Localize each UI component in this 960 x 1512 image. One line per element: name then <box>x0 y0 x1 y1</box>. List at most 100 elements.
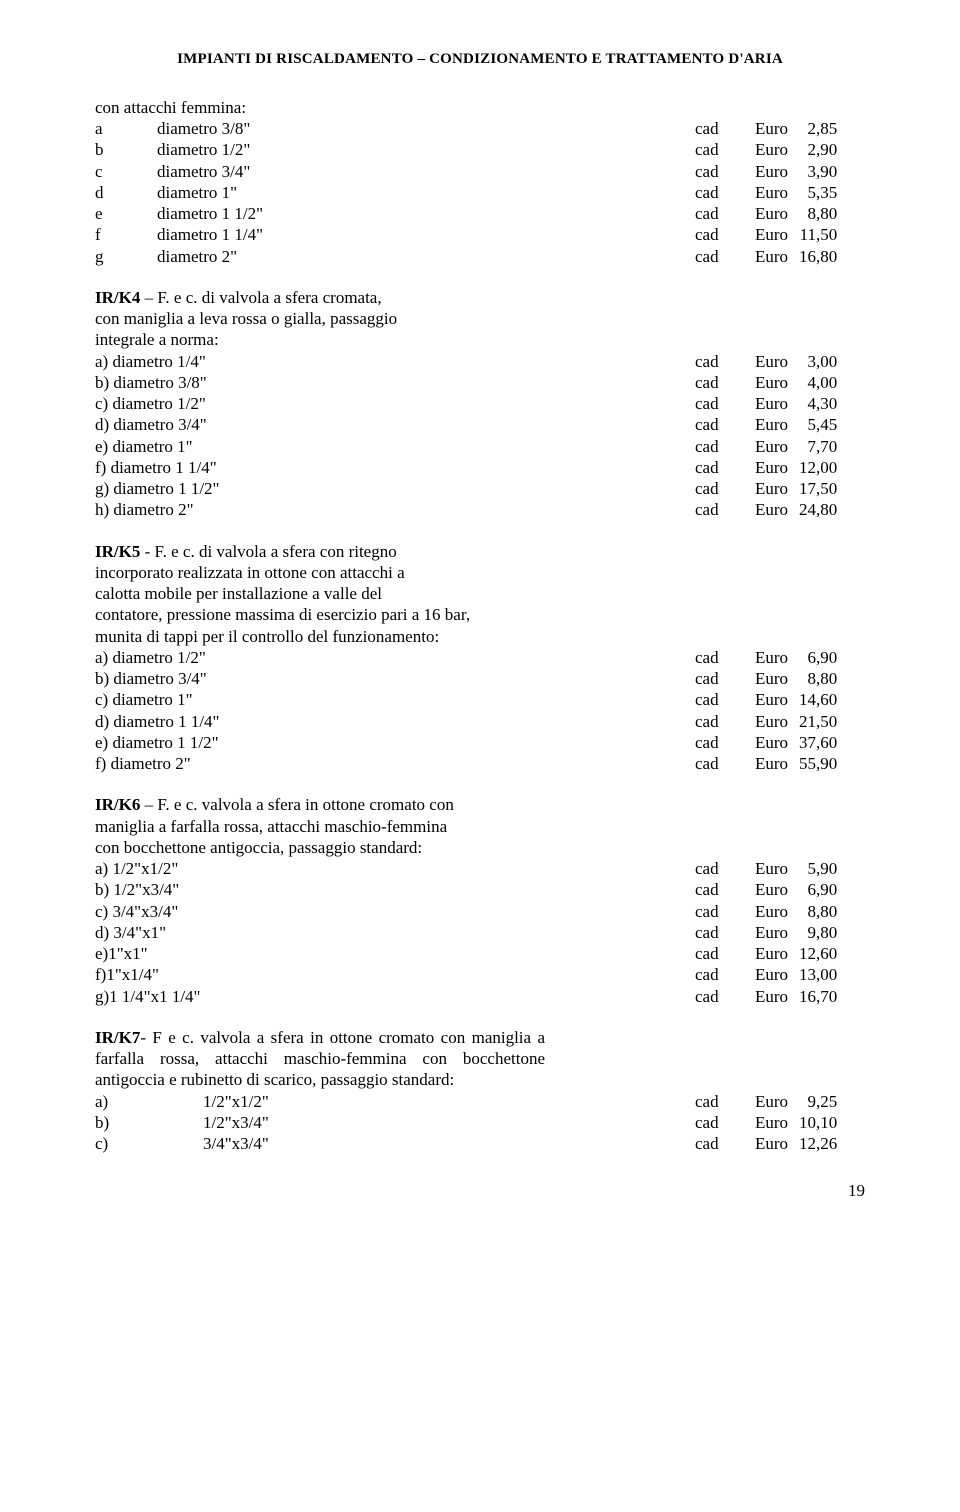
price-row: ediametro 1 1/2"cadEuro 8,80 <box>95 203 865 224</box>
row-unit: cad <box>695 393 755 414</box>
price-row: d) diametro 1 1/4"cadEuro 21,50 <box>95 711 865 732</box>
row-unit: cad <box>695 436 755 457</box>
price-row: b)1/2"x3/4"cadEuro 10,10 <box>95 1112 865 1133</box>
row-price: Euro 37,60 <box>755 732 865 753</box>
row-price: Euro 5,90 <box>755 858 865 879</box>
price-row: b) diametro 3/8"cadEuro 4,00 <box>95 372 865 393</box>
row-unit: cad <box>695 224 755 245</box>
price-row: bdiametro 1/2"cadEuro 2,90 <box>95 139 865 160</box>
row-unit: cad <box>695 372 755 393</box>
price-row: f) diametro 2"cadEuro 55,90 <box>95 753 865 774</box>
row-desc: b) 1/2"x3/4" <box>95 879 695 900</box>
section-intro: IR/K6 – F. e c. valvola a sfera in otton… <box>95 794 865 858</box>
row-price: Euro 17,50 <box>755 478 865 499</box>
row-unit: cad <box>695 414 755 435</box>
section-code: IR/K6 <box>95 795 140 814</box>
price-row: d) diametro 3/4"cadEuro 5,45 <box>95 414 865 435</box>
row-price: Euro 8,80 <box>755 203 865 224</box>
section-intro: IR/K5 - F. e c. di valvola a sfera con r… <box>95 541 865 647</box>
row-desc: a)1/2"x1/2" <box>95 1091 695 1112</box>
price-row: g) diametro 1 1/2"cadEuro 17,50 <box>95 478 865 499</box>
row-price: Euro 3,90 <box>755 161 865 182</box>
row-desc: g)1 1/4"x1 1/4" <box>95 986 695 1007</box>
row-price: Euro 11,50 <box>755 224 865 245</box>
row-desc: cdiametro 3/4" <box>95 161 695 182</box>
row-price: Euro 10,10 <box>755 1112 865 1133</box>
row-price: Euro 9,25 <box>755 1091 865 1112</box>
row-desc: a) diametro 1/2" <box>95 647 695 668</box>
price-row: g)1 1/4"x1 1/4"cadEuro 16,70 <box>95 986 865 1007</box>
page-number: 19 <box>95 1180 865 1201</box>
row-price: Euro 55,90 <box>755 753 865 774</box>
row-desc: ediametro 1 1/2" <box>95 203 695 224</box>
row-unit: cad <box>695 457 755 478</box>
section-code: IR/K4 <box>95 288 140 307</box>
row-desc: c) diametro 1/2" <box>95 393 695 414</box>
price-row: e) diametro 1 1/2"cadEuro 37,60 <box>95 732 865 753</box>
row-desc: e) diametro 1 1/2" <box>95 732 695 753</box>
price-row: b) diametro 3/4"cadEuro 8,80 <box>95 668 865 689</box>
row-price: Euro 8,80 <box>755 901 865 922</box>
row-desc: f)1"x1/4" <box>95 964 695 985</box>
section-intro: IR/K4 – F. e c. di valvola a sfera croma… <box>95 287 865 351</box>
row-desc: d) diametro 1 1/4" <box>95 711 695 732</box>
row-price: Euro 13,00 <box>755 964 865 985</box>
price-row: c)3/4"x3/4"cadEuro 12,26 <box>95 1133 865 1154</box>
row-unit: cad <box>695 351 755 372</box>
row-desc: adiametro 3/8" <box>95 118 695 139</box>
price-row: a) 1/2"x1/2"cadEuro 5,90 <box>95 858 865 879</box>
row-price: Euro 12,60 <box>755 943 865 964</box>
price-row: f) diametro 1 1/4"cadEuro 12,00 <box>95 457 865 478</box>
price-row: c) diametro 1"cadEuro 14,60 <box>95 689 865 710</box>
row-unit: cad <box>695 1112 755 1133</box>
row-unit: cad <box>695 118 755 139</box>
row-unit: cad <box>695 732 755 753</box>
row-desc: b) diametro 3/8" <box>95 372 695 393</box>
row-price: Euro 21,50 <box>755 711 865 732</box>
price-row: cdiametro 3/4"cadEuro 3,90 <box>95 161 865 182</box>
row-desc: g) diametro 1 1/2" <box>95 478 695 499</box>
row-price: Euro 24,80 <box>755 499 865 520</box>
row-desc: gdiametro 2" <box>95 246 695 267</box>
row-unit: cad <box>695 964 755 985</box>
row-unit: cad <box>695 922 755 943</box>
row-unit: cad <box>695 986 755 1007</box>
section-irk7: IR/K7- F e c. valvola a sfera in ottone … <box>95 1027 865 1155</box>
row-price: Euro 5,45 <box>755 414 865 435</box>
row-price: Euro 16,80 <box>755 246 865 267</box>
price-row: a)1/2"x1/2"cadEuro 9,25 <box>95 1091 865 1112</box>
price-row: f)1"x1/4"cadEuro 13,00 <box>95 964 865 985</box>
price-row: c) diametro 1/2"cadEuro 4,30 <box>95 393 865 414</box>
row-price: Euro 5,35 <box>755 182 865 203</box>
price-row: adiametro 3/8"cadEuro 2,85 <box>95 118 865 139</box>
price-row: gdiametro 2"cadEuro 16,80 <box>95 246 865 267</box>
row-desc: c) 3/4"x3/4" <box>95 901 695 922</box>
row-price: Euro 2,90 <box>755 139 865 160</box>
price-row: c) 3/4"x3/4"cadEuro 8,80 <box>95 901 865 922</box>
section-code: IR/K7 <box>95 1028 140 1047</box>
row-price: Euro 14,60 <box>755 689 865 710</box>
row-unit: cad <box>695 1133 755 1154</box>
price-row: d) 3/4"x1"cadEuro 9,80 <box>95 922 865 943</box>
row-price: Euro 16,70 <box>755 986 865 1007</box>
section-code: IR/K5 <box>95 542 140 561</box>
row-price: Euro 6,90 <box>755 879 865 900</box>
row-unit: cad <box>695 668 755 689</box>
page-header: IMPIANTI DI RISCALDAMENTO – CONDIZIONAME… <box>95 50 865 69</box>
row-desc: b)1/2"x3/4" <box>95 1112 695 1133</box>
row-unit: cad <box>695 858 755 879</box>
row-desc: f) diametro 2" <box>95 753 695 774</box>
section-intro: IR/K7- F e c. valvola a sfera in ottone … <box>95 1027 545 1091</box>
row-desc: bdiametro 1/2" <box>95 139 695 160</box>
price-row: e) diametro 1"cadEuro 7,70 <box>95 436 865 457</box>
price-row: a) diametro 1/2"cadEuro 6,90 <box>95 647 865 668</box>
row-desc: a) diametro 1/4" <box>95 351 695 372</box>
row-desc: f) diametro 1 1/4" <box>95 457 695 478</box>
row-price: Euro 8,80 <box>755 668 865 689</box>
section-irk4: IR/K4 – F. e c. di valvola a sfera croma… <box>95 287 865 521</box>
row-unit: cad <box>695 753 755 774</box>
row-unit: cad <box>695 161 755 182</box>
row-unit: cad <box>695 711 755 732</box>
row-unit: cad <box>695 246 755 267</box>
price-row: b) 1/2"x3/4"cadEuro 6,90 <box>95 879 865 900</box>
